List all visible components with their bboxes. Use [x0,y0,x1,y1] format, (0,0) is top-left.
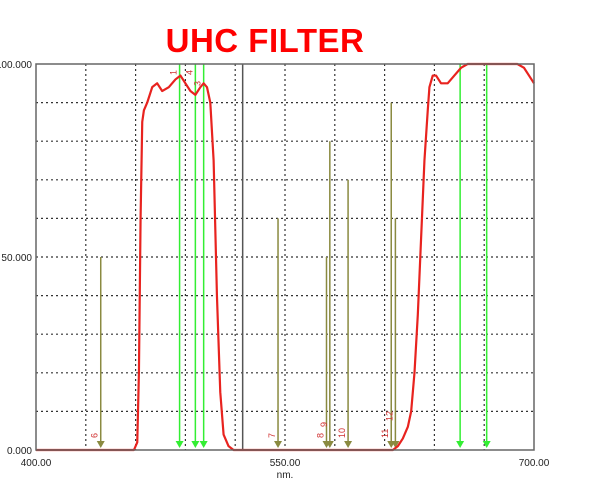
y-tick-label: 100.000 [0,60,32,71]
markers: 1 4 3 6 7 8 9 10 11 12 [90,64,491,448]
marker-arrow [344,441,353,448]
x-tick-label: 550.00 [270,458,301,469]
marker-label: 6 [90,433,100,438]
marker-label: 9 [319,422,329,427]
marker-arrow [175,441,184,448]
marker-label: 1 [169,70,179,75]
marker-arrow [199,441,208,448]
x-tick-label: 400.00 [21,458,52,469]
marker-arrow [274,441,283,448]
marker-label: 7 [267,433,277,438]
transmission-curve [36,62,535,452]
grid [36,64,534,450]
marker-label: 11 [380,429,390,438]
marker-arrow [391,441,400,448]
x-tick-label: 700.00 [519,458,550,469]
marker-label: 4 [184,70,194,75]
chart-title: UHC FILTER [165,22,365,59]
x-axis-label: nm. [277,470,294,481]
y-tick-label: 0.000 [7,446,32,457]
marker-arrow [325,441,334,448]
marker-arrow [482,441,491,448]
marker-label: 12 [384,411,394,421]
y-tick-label: 50.000 [1,253,32,264]
marker-arrow [456,441,465,448]
series [36,62,535,452]
marker-arrow [96,441,105,448]
marker-label: 10 [337,428,347,438]
plot-frame [35,63,535,451]
marker-label: 3 [193,81,203,86]
marker-label: 8 [316,433,326,438]
marker-arrow [191,441,200,448]
